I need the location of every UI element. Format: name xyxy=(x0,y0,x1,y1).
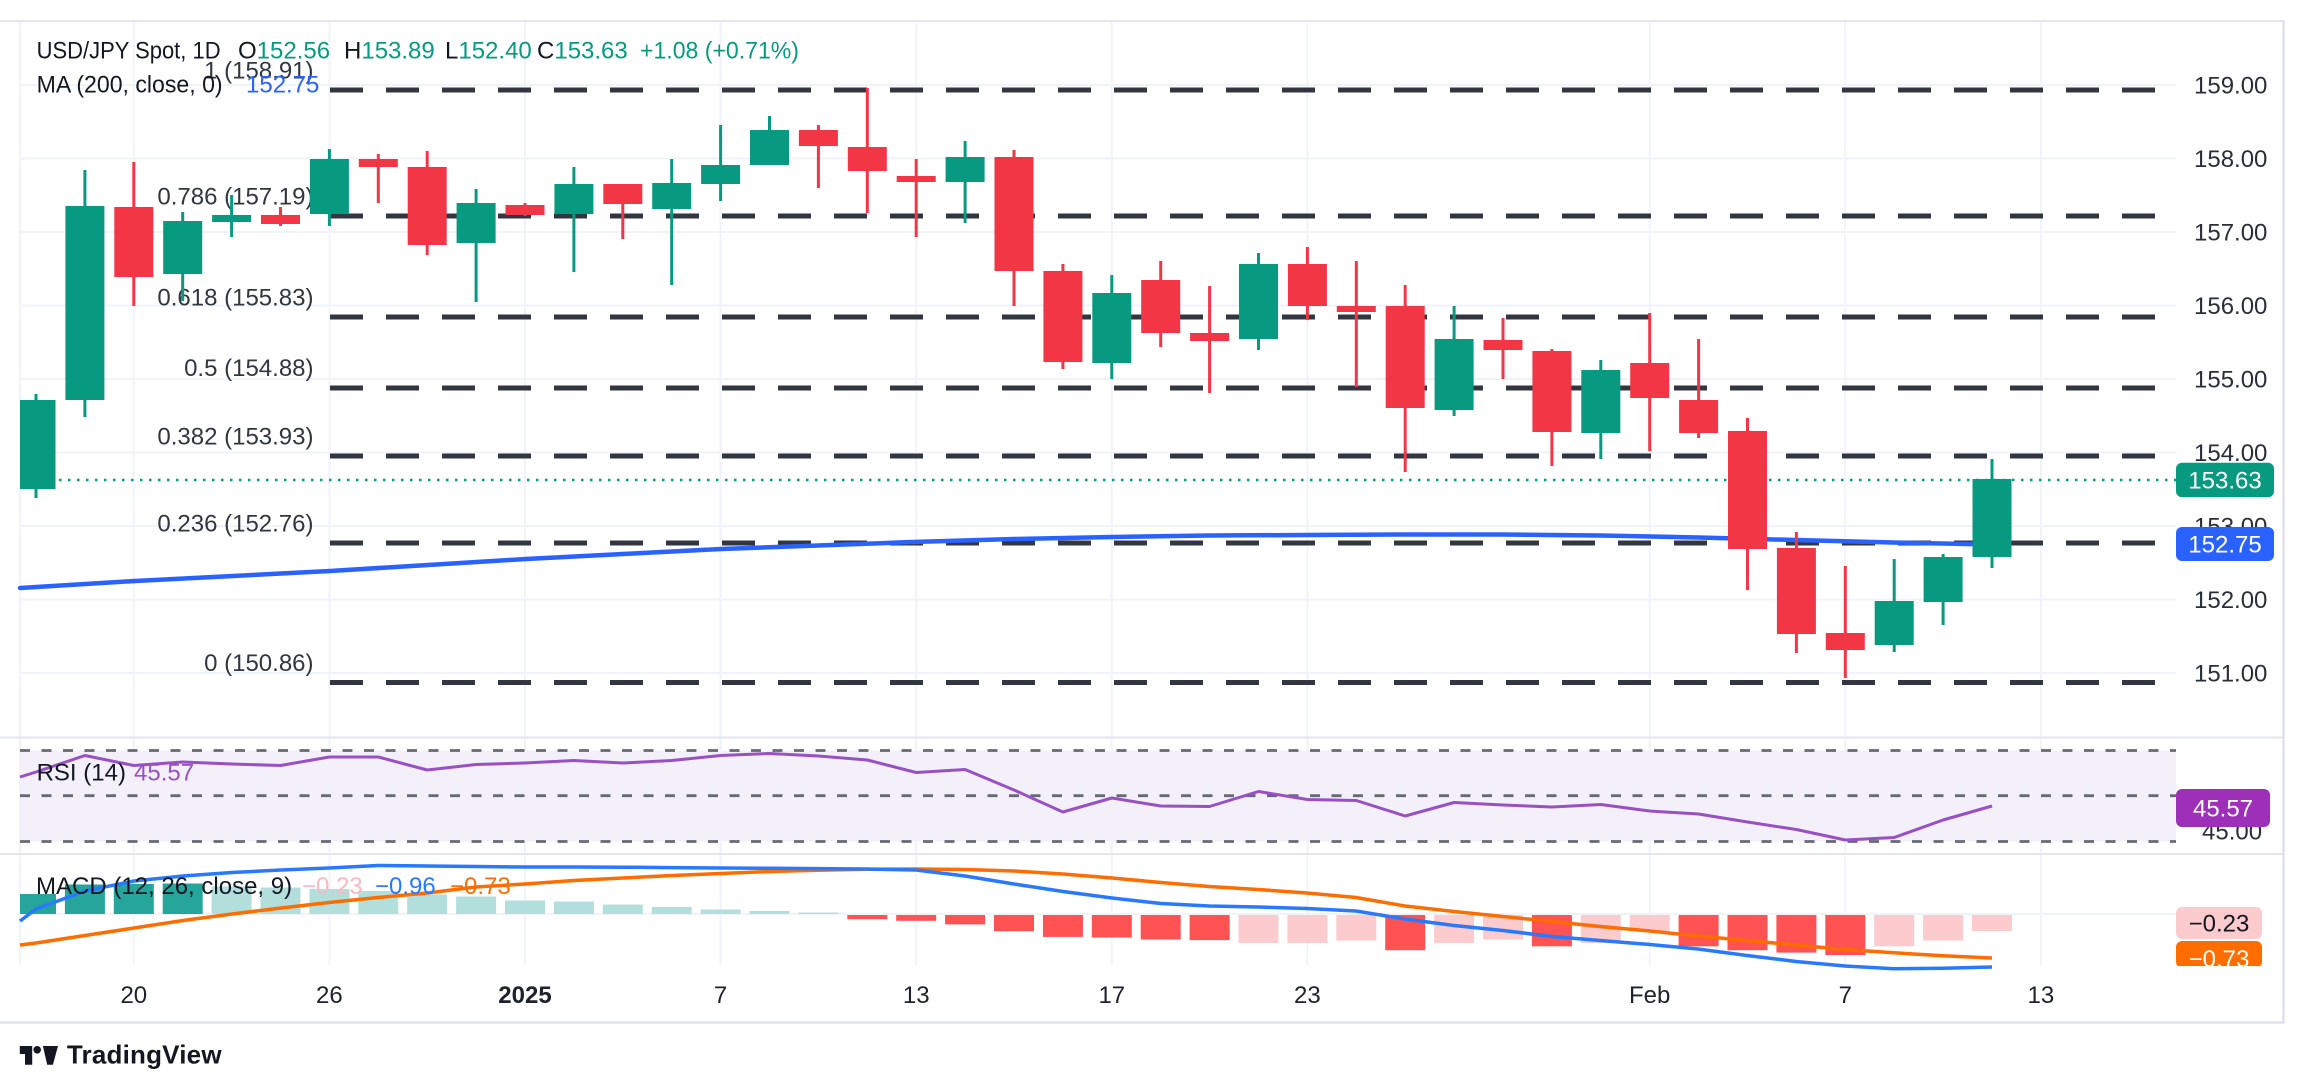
svg-text:159.00: 159.00 xyxy=(2194,73,2267,100)
svg-text:152.75: 152.75 xyxy=(246,72,319,99)
svg-text:−0.73: −0.73 xyxy=(450,873,511,900)
svg-text:13: 13 xyxy=(903,982,930,1009)
svg-text:45.57: 45.57 xyxy=(134,760,194,787)
svg-text:152.00: 152.00 xyxy=(2194,587,2267,614)
svg-text:152.75: 152.75 xyxy=(2188,532,2261,559)
svg-text:0.618 (155.83): 0.618 (155.83) xyxy=(157,285,313,312)
svg-text:MA (200, close, 0): MA (200, close, 0) xyxy=(37,72,223,99)
svg-text:0.786 (157.19): 0.786 (157.19) xyxy=(157,184,313,211)
svg-text:L152.40: L152.40 xyxy=(445,38,532,65)
svg-text:13: 13 xyxy=(2028,982,2055,1009)
svg-text:H153.89: H153.89 xyxy=(344,38,435,65)
svg-text:7: 7 xyxy=(714,982,727,1009)
svg-text:−0.73: −0.73 xyxy=(2189,946,2250,973)
svg-text:23: 23 xyxy=(1294,982,1321,1009)
svg-text:0.236 (152.76): 0.236 (152.76) xyxy=(157,511,313,538)
svg-text:C153.63: C153.63 xyxy=(537,38,628,65)
svg-text:RSI (14): RSI (14) xyxy=(37,760,126,787)
svg-text:O152.56: O152.56 xyxy=(238,38,330,65)
svg-text:17: 17 xyxy=(1098,982,1125,1009)
svg-text:26: 26 xyxy=(316,982,343,1009)
svg-text:USD/JPY Spot, 1D: USD/JPY Spot, 1D xyxy=(37,38,221,65)
svg-text:TradingView: TradingView xyxy=(67,1040,222,1070)
svg-text:158.00: 158.00 xyxy=(2194,146,2267,173)
svg-text:0.5 (154.88): 0.5 (154.88) xyxy=(184,355,313,382)
svg-text:−0.96: −0.96 xyxy=(375,873,436,900)
svg-text:20: 20 xyxy=(120,982,147,1009)
svg-text:0 (150.86): 0 (150.86) xyxy=(204,650,313,677)
svg-text:155.00: 155.00 xyxy=(2194,367,2267,394)
svg-text:151.00: 151.00 xyxy=(2194,661,2267,688)
svg-text:MACD (12, 26, close, 9): MACD (12, 26, close, 9) xyxy=(36,873,292,900)
svg-text:156.00: 156.00 xyxy=(2194,293,2267,320)
svg-text:2025: 2025 xyxy=(498,982,551,1009)
svg-text:Feb: Feb xyxy=(1629,982,1670,1009)
svg-text:1 (158.91): 1 (158.91) xyxy=(204,58,313,85)
svg-text:154.00: 154.00 xyxy=(2194,440,2267,467)
svg-text:+1.08 (+0.71%): +1.08 (+0.71%) xyxy=(640,38,799,65)
svg-text:−0.23: −0.23 xyxy=(302,873,363,900)
svg-text:7: 7 xyxy=(1839,982,1852,1009)
svg-text:153.63: 153.63 xyxy=(2188,468,2261,495)
svg-text:−0.23: −0.23 xyxy=(2189,911,2250,938)
svg-text:45.57: 45.57 xyxy=(2193,796,2253,823)
svg-text:157.00: 157.00 xyxy=(2194,220,2267,247)
svg-text:0.382 (153.93): 0.382 (153.93) xyxy=(157,424,313,451)
